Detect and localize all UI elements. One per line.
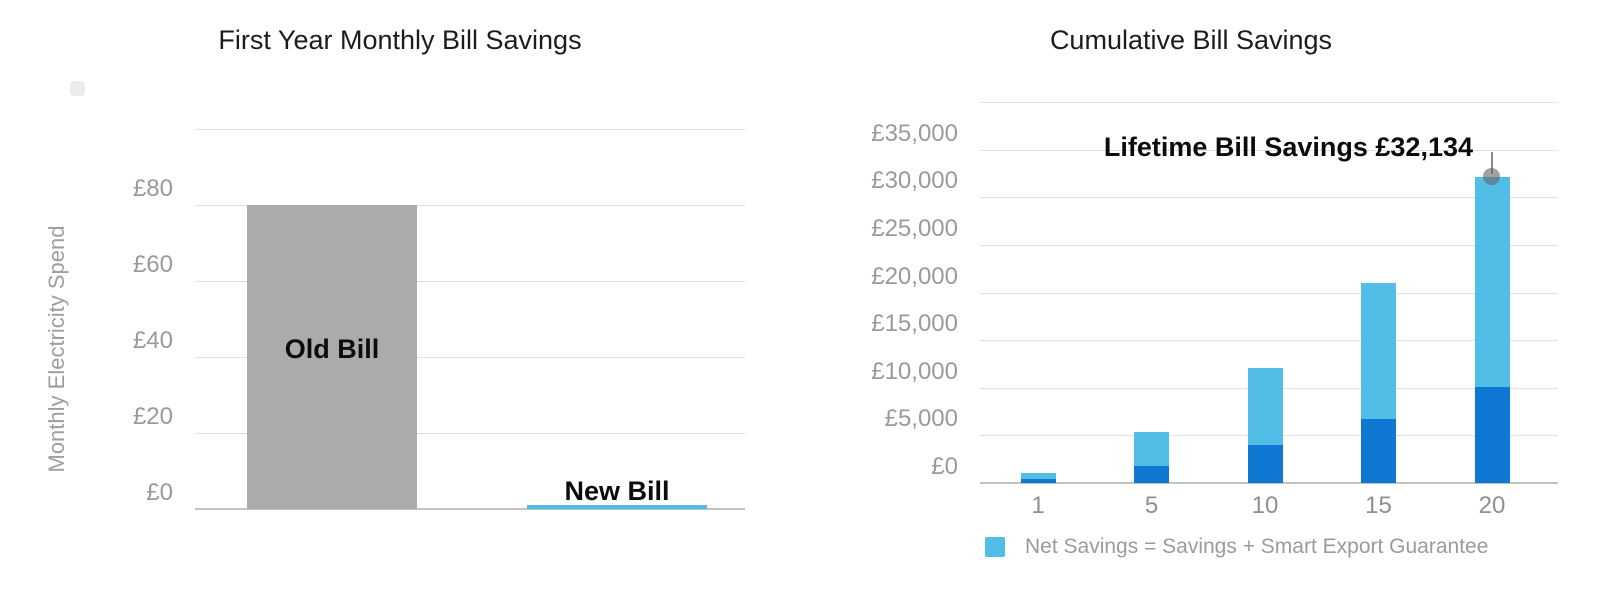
x-tick-label-1: 1: [1031, 492, 1045, 519]
monthly-chart-title: First Year Monthly Bill Savings: [218, 25, 582, 55]
y-tick-label: £30,000: [871, 167, 958, 195]
bar-label-old-bill: Old Bill: [284, 334, 380, 364]
y-tick-label: £25,000: [871, 215, 958, 242]
gridline-20000: [980, 292, 1558, 294]
stack-net-savings-year-10[interactable]: [1248, 368, 1283, 445]
gridline-40000: [980, 102, 1558, 104]
y-tick-label: £5,000: [884, 405, 958, 433]
lifetime-savings-annotation: Lifetime Bill Savings £32,134: [1103, 132, 1473, 162]
gridline-30000: [980, 197, 1558, 199]
y-tick-label: £35,000: [871, 119, 958, 147]
y-tick-label: £10,000: [871, 357, 958, 385]
gridline-15000: [980, 340, 1558, 342]
bar-label-new-bill: New Bill: [564, 476, 670, 506]
cumulative-chart-legend: Net Savings = Savings + Smart Export Gua…: [985, 535, 1488, 559]
x-tick-label-10: 10: [1251, 492, 1279, 519]
net-savings-legend-swatch: [985, 537, 1005, 557]
stack-net-savings-year-15[interactable]: [1361, 283, 1396, 419]
gridline-60: [195, 281, 745, 282]
y-tick-label: £80: [132, 175, 173, 202]
y-tick-label: £60: [132, 251, 173, 278]
x-tick-label-15: 15: [1365, 492, 1392, 519]
x-axis-baseline: [980, 482, 1558, 484]
stack-savings-year-5[interactable]: [1134, 466, 1169, 483]
y-tick-label: £40: [132, 327, 173, 354]
net-savings-legend-label: Net Savings = Savings + Smart Export Gua…: [1025, 535, 1489, 558]
x-tick-label-5: 5: [1144, 492, 1159, 519]
cumulative-chart-title: Cumulative Bill Savings: [1049, 25, 1333, 55]
y-tick-label: £20: [132, 403, 173, 430]
y-tick-label: £0: [146, 479, 173, 506]
x-tick-label-20: 20: [1478, 492, 1506, 519]
stack-savings-year-15[interactable]: [1361, 419, 1396, 483]
x-axis-baseline: [195, 508, 745, 510]
gridline-25000: [980, 245, 1558, 246]
annotation-pin-dot[interactable]: [1483, 168, 1500, 185]
stack-net-savings-year-20[interactable]: [1475, 177, 1510, 387]
stack-net-savings-year-1[interactable]: [1021, 473, 1056, 479]
gridline-80: [195, 205, 745, 206]
stack-savings-year-1[interactable]: [1021, 479, 1056, 483]
annotation-pin-line: [1491, 152, 1493, 174]
stack-net-savings-year-5[interactable]: [1134, 432, 1169, 466]
stack-savings-year-20[interactable]: [1475, 387, 1510, 483]
gridline-100: [195, 129, 745, 130]
faint-decorative-dot: [70, 81, 85, 96]
gridline-20: [195, 433, 745, 434]
y-tick-label: £15,000: [871, 310, 958, 338]
y-tick-label: £20,000: [871, 262, 958, 290]
bar-new-bill[interactable]: [527, 505, 707, 509]
gridline-40: [195, 357, 745, 358]
y-tick-label: £0: [931, 453, 958, 480]
bar-old-bill[interactable]: [247, 205, 417, 509]
gridline-35000: [980, 149, 1558, 151]
stack-savings-year-10[interactable]: [1248, 445, 1283, 483]
